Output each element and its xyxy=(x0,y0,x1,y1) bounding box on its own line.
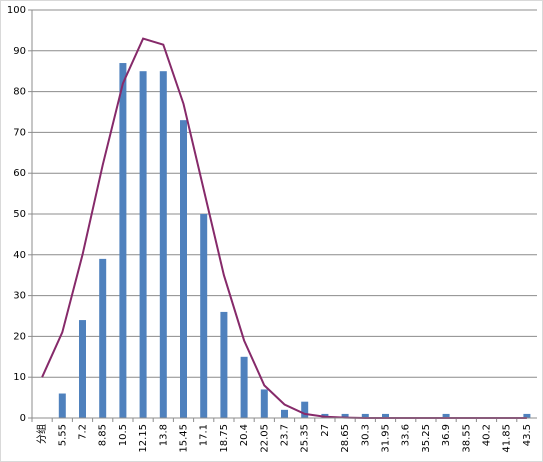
x-tick-label: 38.55 xyxy=(461,424,472,453)
y-tick-label: 70 xyxy=(13,127,26,138)
x-tick-label: 36.9 xyxy=(441,424,452,446)
x-tick-label: 23.7 xyxy=(280,424,291,446)
x-tick-label: 10.5 xyxy=(118,424,129,446)
bar xyxy=(79,320,86,418)
bar xyxy=(139,71,147,418)
y-tick-label: 60 xyxy=(13,168,26,179)
bar xyxy=(99,258,107,418)
bar xyxy=(159,71,167,418)
x-tick-label: 17.1 xyxy=(199,424,210,446)
y-tick-label: 100 xyxy=(7,5,26,16)
bar xyxy=(341,413,349,418)
bar xyxy=(240,356,248,418)
y-tick-label: 90 xyxy=(13,46,26,57)
bar xyxy=(281,409,288,418)
x-tick-label: 5.55 xyxy=(57,424,68,446)
x-tick-label: 27 xyxy=(320,424,331,437)
bar xyxy=(523,413,531,418)
bar xyxy=(301,401,309,418)
x-tick-label: 41.85 xyxy=(502,424,513,453)
x-tick-label: 31.95 xyxy=(381,424,392,453)
y-tick-label: 40 xyxy=(13,250,26,261)
bar xyxy=(220,311,228,418)
y-tick-label: 0 xyxy=(20,413,26,424)
x-tick-label: 25.35 xyxy=(300,424,311,453)
x-tick-label: 8.85 xyxy=(98,424,109,446)
x-tick-label: 13.8 xyxy=(158,424,169,446)
y-tick-label: 10 xyxy=(13,372,26,383)
x-tick-label: 18.75 xyxy=(219,424,230,453)
bar xyxy=(382,413,389,418)
bar xyxy=(58,393,66,418)
bar xyxy=(119,63,127,418)
x-tick-label: 35.25 xyxy=(421,424,432,453)
bar xyxy=(442,413,450,418)
y-tick-label: 20 xyxy=(13,331,26,342)
x-tick-label: 15.45 xyxy=(179,424,190,453)
x-tick-label: 12.15 xyxy=(138,424,149,453)
x-tick-label: 分组 xyxy=(35,424,48,444)
x-tick-label: 40.2 xyxy=(482,424,493,446)
x-tick-label: 28.65 xyxy=(340,424,351,453)
x-tick-label: 33.6 xyxy=(401,424,412,446)
x-tick-label: 30.3 xyxy=(360,424,371,446)
x-tick-label: 7.2 xyxy=(78,424,89,440)
x-tick-label: 43.5 xyxy=(522,424,533,446)
y-tick-label: 30 xyxy=(13,291,26,302)
x-tick-label: 22.05 xyxy=(259,424,270,453)
bar xyxy=(361,413,369,418)
x-tick-label: 20.4 xyxy=(239,424,250,446)
bar xyxy=(260,389,268,418)
bar xyxy=(200,214,208,418)
bar xyxy=(180,120,187,418)
y-tick-label: 50 xyxy=(13,209,26,220)
y-tick-label: 80 xyxy=(13,87,26,98)
